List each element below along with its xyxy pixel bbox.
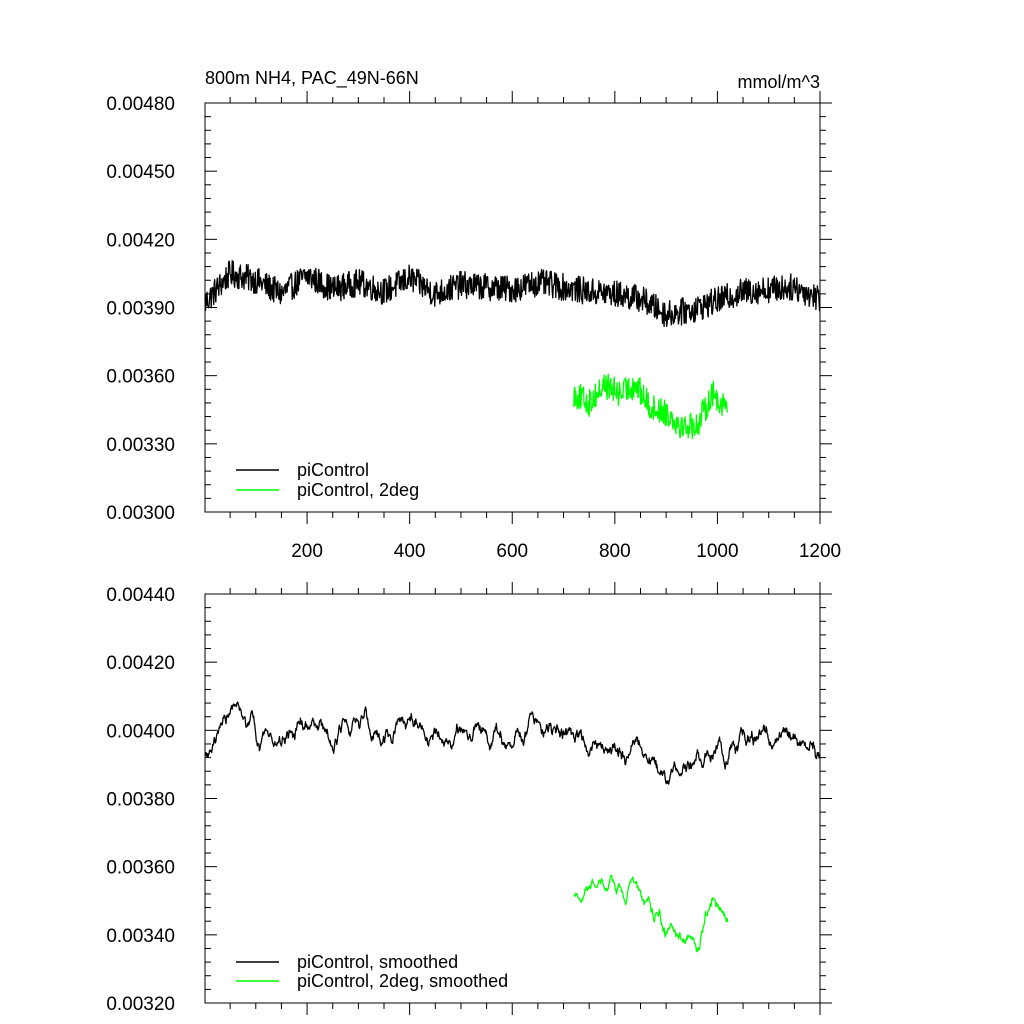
xtick-label: 1000 [696, 541, 738, 562]
top-panel-legend: piControl piControl, 2deg [236, 460, 419, 500]
top-panel-xtick-labels: 200 400 600 800 1000 1200 [291, 541, 841, 562]
bottom-panel-ticks [205, 582, 832, 1015]
ytick-label: 0.00450 [106, 162, 175, 183]
legend-label-picontrol-2deg-smoothed: piControl, 2deg, smoothed [297, 971, 508, 991]
ytick-label: 0.00380 [106, 790, 175, 811]
bottom-panel-frame [204, 593, 821, 1004]
series-line-0 [204, 701, 821, 785]
ytick-label: 0.00420 [106, 653, 175, 674]
top-panel-series [204, 259, 821, 440]
top-panel: 800m NH4, PAC_49N-66N mmol/m^3 0.003000.… [106, 68, 841, 562]
ytick-label: 0.00300 [106, 503, 175, 524]
ytick-label: 0.00330 [106, 435, 175, 456]
xtick-label: 600 [496, 541, 528, 562]
xtick-label: 1200 [799, 541, 841, 562]
xtick-label: 800 [599, 541, 631, 562]
xtick-label: 200 [291, 541, 323, 562]
ytick-label: 0.00340 [106, 926, 175, 947]
ytick-label: 0.00480 [106, 94, 175, 115]
series-line-1 [573, 874, 729, 953]
ytick-label: 0.00360 [106, 367, 175, 388]
ytick-label: 0.00420 [106, 230, 175, 251]
top-panel-title: 800m NH4, PAC_49N-66N [205, 68, 419, 89]
top-panel-frame [204, 102, 821, 513]
top-panel-ytick-labels: 0.00300 0.00330 0.00360 0.00390 0.00420 0.004… [106, 94, 175, 524]
top-panel-units: mmol/m^3 [738, 72, 820, 92]
ytick-label: 0.00390 [106, 299, 175, 320]
ytick-label: 0.00360 [106, 858, 175, 879]
bottom-panel-legend: piControl, smoothed piControl, 2deg, smo… [236, 952, 508, 991]
ytick-label: 0.00440 [106, 585, 175, 606]
bottom-panel: 0.00320 0.00340 0.00360 0.00380 0.00400 0.004… [106, 582, 832, 1015]
ytick-label: 0.00400 [106, 721, 175, 742]
series-line-0 [204, 259, 821, 328]
legend-label-picontrol: piControl [297, 460, 369, 480]
xtick-label: 400 [394, 541, 426, 562]
series-line-1 [573, 373, 729, 440]
legend-label-picontrol-smoothed: piControl, smoothed [297, 952, 458, 972]
bottom-panel-series [204, 701, 821, 953]
bottom-panel-ytick-labels: 0.00320 0.00340 0.00360 0.00380 0.00400 0.004… [106, 585, 175, 1015]
legend-label-picontrol-2deg: piControl, 2deg [297, 480, 419, 500]
ytick-label: 0.00320 [106, 994, 175, 1015]
